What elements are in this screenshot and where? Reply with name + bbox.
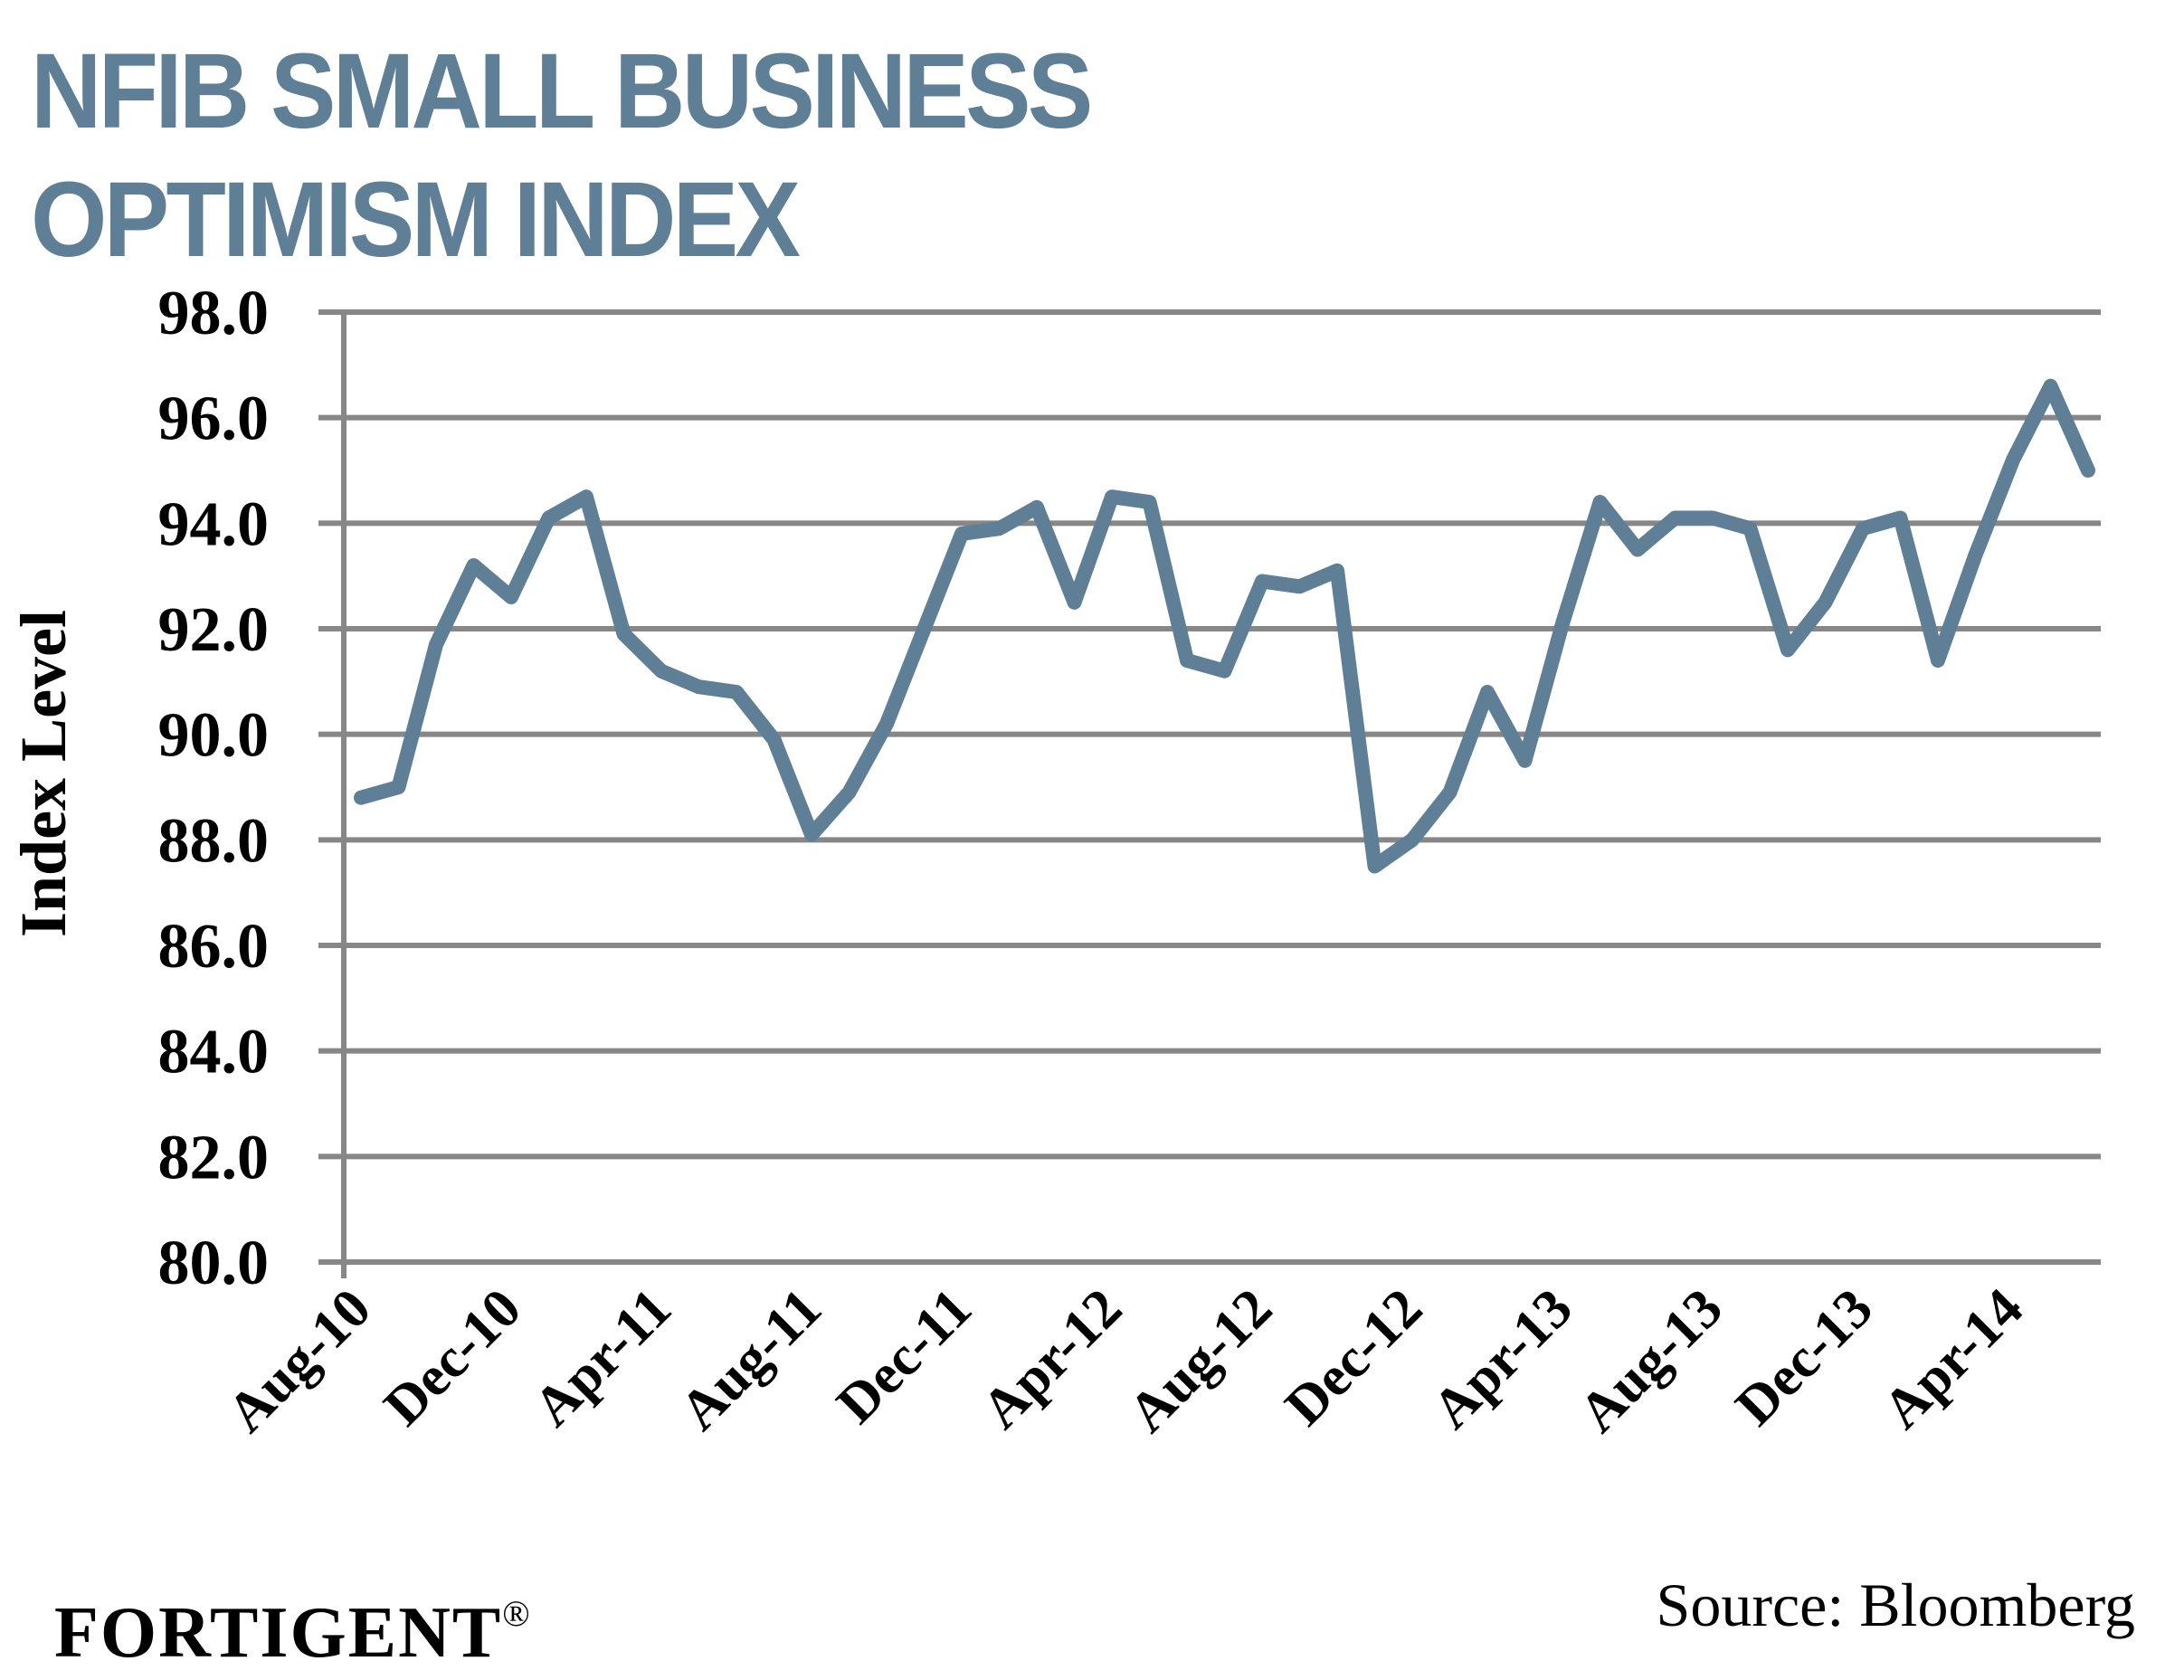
data-point [623, 633, 624, 635]
data-point [999, 527, 1000, 529]
data-point [1299, 585, 1300, 587]
y-tick-label: 94.0 [158, 489, 270, 559]
data-point [1712, 517, 1714, 518]
data-point [886, 723, 888, 725]
data-point [660, 670, 662, 672]
data-point [736, 691, 737, 693]
data-point [1186, 660, 1188, 661]
data-point [1900, 517, 1901, 518]
x-tick-label: Aug-12 [1116, 1277, 1283, 1444]
y-tick-label: 88.0 [158, 806, 270, 876]
y-tick-label: 96.0 [158, 384, 270, 454]
x-tick-label: Aug-13 [1567, 1277, 1733, 1444]
x-axis-ticks: Aug-10Dec-10Apr-11Aug-11Dec-11Apr-12Aug-… [215, 1277, 2034, 1444]
y-tick-label: 86.0 [158, 912, 270, 982]
data-point [1374, 866, 1375, 867]
gridlines [318, 309, 2101, 1265]
data-point [1524, 760, 1525, 762]
registered-mark: ® [502, 1593, 532, 1634]
x-tick-label: Apr-13 [1420, 1277, 1583, 1440]
chart-title-line-2: OPTIMISM INDEX [31, 160, 801, 280]
data-point [961, 533, 963, 535]
data-point [1825, 602, 1826, 603]
data-point [1937, 660, 1939, 661]
source-note: Source: Bloomberg [1656, 1571, 2135, 1639]
data-point [2050, 385, 2051, 387]
chart-title: NFIB SMALL BUSINESS OPTIMISM INDEX [31, 27, 1093, 284]
data-point [548, 517, 549, 518]
chart-title-line-1: NFIB SMALL BUSINESS [31, 32, 1093, 151]
y-tick-label: 84.0 [158, 1018, 270, 1087]
y-tick-label: 90.0 [158, 701, 270, 771]
x-tick-label: Apr-11 [522, 1277, 683, 1438]
data-point [1486, 691, 1488, 693]
y-axis-ticks: 80.0 82.0 84.0 86.0 88.0 90.0 92.0 94.0 96.0 98.0 [158, 279, 270, 1298]
data-point [1562, 622, 1563, 624]
data-point [1149, 501, 1150, 503]
data-point [2087, 470, 2089, 471]
y-tick-label: 98.0 [158, 279, 270, 348]
data-point [849, 792, 850, 793]
x-tick-label: Dec-10 [373, 1277, 533, 1438]
data-point [1675, 517, 1676, 518]
data-point [510, 596, 512, 598]
y-axis-title: Index Level [7, 610, 80, 937]
x-tick-label: Dec-11 [825, 1277, 983, 1436]
data-point [1336, 570, 1338, 572]
data-point [360, 797, 362, 799]
x-tick-label: Dec-13 [1724, 1277, 1885, 1438]
data-point [1074, 602, 1075, 603]
data-point [698, 686, 699, 688]
data-point [585, 496, 587, 498]
data-point [473, 565, 474, 566]
data-point [1224, 670, 1225, 672]
x-tick-label: Aug-10 [215, 1277, 382, 1444]
data-point [398, 786, 399, 788]
data-point [1862, 527, 1864, 529]
x-tick-label: Aug-11 [669, 1277, 833, 1442]
y-tick-label: 80.0 [158, 1229, 270, 1298]
data-point [1111, 496, 1113, 498]
data-point [1036, 507, 1038, 508]
data-point [1750, 527, 1751, 529]
y-tick-label: 92.0 [158, 595, 270, 665]
data-point [1449, 792, 1450, 793]
data-point [1261, 581, 1263, 582]
logo-text: FORTIGENT [54, 1593, 503, 1673]
x-tick-label: Apr-14 [1871, 1277, 2034, 1440]
data-point [924, 628, 925, 630]
x-tick-label: Dec-12 [1274, 1277, 1434, 1438]
fortigent-logo: FORTIGENT® [54, 1592, 532, 1675]
data-points [360, 385, 2089, 867]
x-tick-label: Apr-12 [970, 1277, 1133, 1440]
data-point [435, 644, 437, 645]
y-tick-label: 82.0 [158, 1123, 270, 1192]
